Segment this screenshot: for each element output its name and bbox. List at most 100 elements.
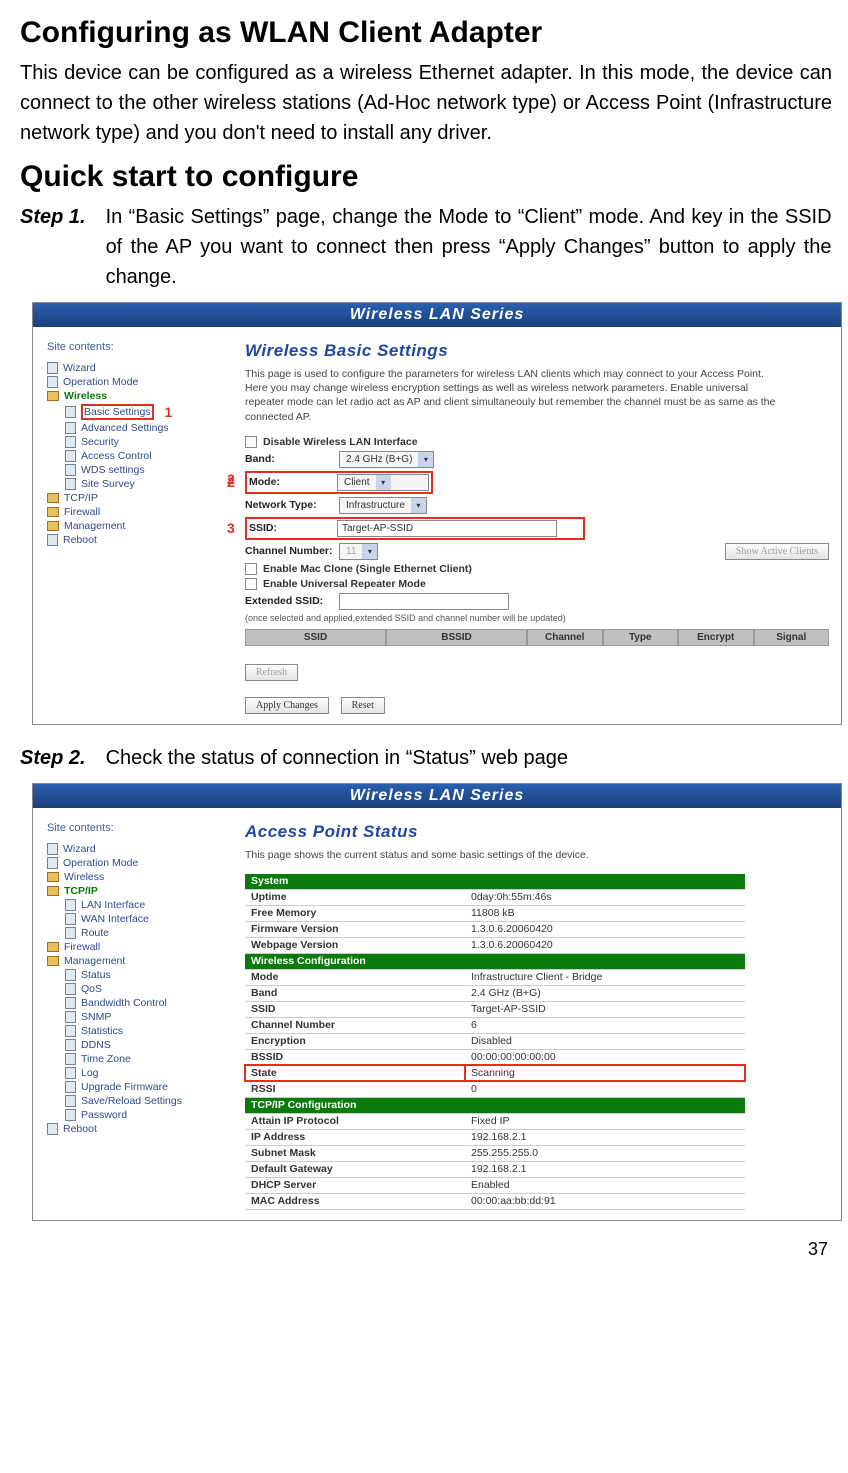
band-label: Band:: [245, 453, 333, 465]
nav-item[interactable]: Firewall: [47, 505, 225, 519]
page-icon: [65, 422, 76, 434]
nav-item[interactable]: SNMP: [65, 1010, 225, 1024]
disable-wlan-checkbox[interactable]: [245, 436, 257, 448]
nav-item[interactable]: Time Zone: [65, 1052, 225, 1066]
nav-item[interactable]: QoS: [65, 982, 225, 996]
nav-item-label: SNMP: [81, 1011, 111, 1023]
nav-item-label: Time Zone: [81, 1053, 131, 1065]
banner: Wireless LAN Series: [33, 303, 841, 327]
refresh-button[interactable]: Refresh: [245, 664, 298, 681]
status-row: Default Gateway192.168.2.1: [245, 1161, 745, 1177]
status-title: Access Point Status: [245, 822, 829, 842]
nav-item-label: Site Survey: [81, 478, 135, 490]
nav-item-label: Wizard: [63, 362, 96, 374]
status-row: Uptime0day:0h:55m:46s: [245, 889, 745, 905]
nav-item-label: Management: [64, 520, 125, 532]
nav-item[interactable]: DDNS: [65, 1038, 225, 1052]
callout-3: 3: [227, 520, 235, 536]
nav-item[interactable]: Operation Mode: [47, 375, 225, 389]
reset-button[interactable]: Reset: [341, 697, 385, 714]
nav-item[interactable]: Basic Settings1: [65, 403, 225, 421]
nav-item[interactable]: Bandwidth Control: [65, 996, 225, 1010]
nav-tree-2: Site contents: WizardOperation ModeWirel…: [33, 808, 233, 1220]
callout-2: 2: [227, 474, 235, 490]
nav-item[interactable]: TCP/IP: [47, 491, 225, 505]
nav-item-label: Firewall: [64, 941, 100, 953]
nav-item[interactable]: WDS settings: [65, 463, 225, 477]
status-row: Wireless Configuration: [245, 953, 745, 969]
page-icon: [47, 857, 58, 869]
nav-item[interactable]: TCP/IP: [47, 884, 225, 898]
page-icon: [65, 436, 76, 448]
nav-item[interactable]: Route: [65, 926, 225, 940]
page-icon: [47, 843, 58, 855]
status-row: ModeInfrastructure Client - Bridge: [245, 969, 745, 985]
nav-item-label: Status: [81, 969, 111, 981]
page-icon: [65, 1109, 76, 1121]
status-row: TCP/IP Configuration: [245, 1097, 745, 1113]
band-select[interactable]: 2.4 GHz (B+G)▾: [339, 451, 434, 468]
nav-item[interactable]: Statistics: [65, 1024, 225, 1038]
nav-item-label: Password: [81, 1109, 127, 1121]
nav-item-label: LAN Interface: [81, 899, 145, 911]
nav-item[interactable]: Firewall: [47, 940, 225, 954]
nav-item[interactable]: WAN Interface: [65, 912, 225, 926]
extssid-input[interactable]: [339, 593, 509, 610]
nav-item-label: Security: [81, 436, 119, 448]
page-icon: [65, 1011, 76, 1023]
page-icon: [47, 1123, 58, 1135]
mode-select[interactable]: Client▾: [337, 474, 429, 491]
status-row: SSIDTarget-AP-SSID: [245, 1001, 745, 1017]
nav-item[interactable]: Reboot: [47, 533, 225, 547]
nettype-select[interactable]: Infrastructure▾: [339, 497, 427, 514]
banner-2: Wireless LAN Series: [33, 784, 841, 808]
nav-item[interactable]: Site Survey: [65, 477, 225, 491]
show-clients-button: Show Active Clients: [725, 543, 829, 560]
ssid-input[interactable]: Target-AP-SSID: [337, 520, 557, 537]
nav-item[interactable]: Operation Mode: [47, 856, 225, 870]
nav-item[interactable]: Wizard: [47, 361, 225, 375]
status-row: Band2.4 GHz (B+G): [245, 985, 745, 1001]
status-row: Firmware Version1.3.0.6.20060420: [245, 921, 745, 937]
content-status: Access Point Status This page shows the …: [233, 808, 841, 1220]
nav-item[interactable]: Upgrade Firmware: [65, 1080, 225, 1094]
nav-item-label: Reboot: [63, 534, 97, 546]
nav-item[interactable]: Management: [47, 519, 225, 533]
nav-item-label: Wizard: [63, 843, 96, 855]
nav-item[interactable]: Wireless: [47, 870, 225, 884]
status-row: IP Address192.168.2.1: [245, 1129, 745, 1145]
nav-item-label: WAN Interface: [81, 913, 149, 925]
heading-configure: Configuring as WLAN Client Adapter: [20, 16, 832, 50]
nav-item[interactable]: Management: [47, 954, 225, 968]
nav-item[interactable]: Wireless: [47, 389, 225, 403]
nav-item[interactable]: Status: [65, 968, 225, 982]
nav-item[interactable]: Security: [65, 435, 225, 449]
extssid-label: Extended SSID:: [245, 595, 333, 607]
page-icon: [65, 899, 76, 911]
nav-item-label: Log: [81, 1067, 99, 1079]
nav-item[interactable]: Access Control: [65, 449, 225, 463]
nav-item[interactable]: Wizard: [47, 842, 225, 856]
macclone-checkbox[interactable]: [245, 563, 257, 575]
status-row: EncryptionDisabled: [245, 1033, 745, 1049]
urepeater-checkbox[interactable]: [245, 578, 257, 590]
status-row: Attain IP ProtocolFixed IP: [245, 1113, 745, 1129]
nav-item-label: Wireless: [64, 871, 104, 883]
nettype-label: Network Type:: [245, 499, 333, 511]
page-icon: [65, 478, 76, 490]
nav-item[interactable]: Password: [65, 1108, 225, 1122]
nav-item[interactable]: Save/Reload Settings: [65, 1094, 225, 1108]
screenshot-status: Wireless LAN Series Site contents: Wizar…: [32, 783, 842, 1221]
apply-button[interactable]: Apply Changes: [245, 697, 329, 714]
nav-item[interactable]: LAN Interface: [65, 898, 225, 912]
disable-wlan-label: Disable Wireless LAN Interface: [263, 436, 418, 448]
step1-label: Step 1.: [20, 202, 100, 232]
nav-item-label: Route: [81, 927, 109, 939]
page-icon: [65, 1039, 76, 1051]
nav-item[interactable]: Reboot: [47, 1122, 225, 1136]
nav-item[interactable]: Log: [65, 1066, 225, 1080]
step-1: Step 1. In “Basic Settings” page, change…: [20, 202, 832, 292]
page-icon: [47, 534, 58, 546]
nav-item[interactable]: Advanced Settings: [65, 421, 225, 435]
page-icon: [65, 927, 76, 939]
